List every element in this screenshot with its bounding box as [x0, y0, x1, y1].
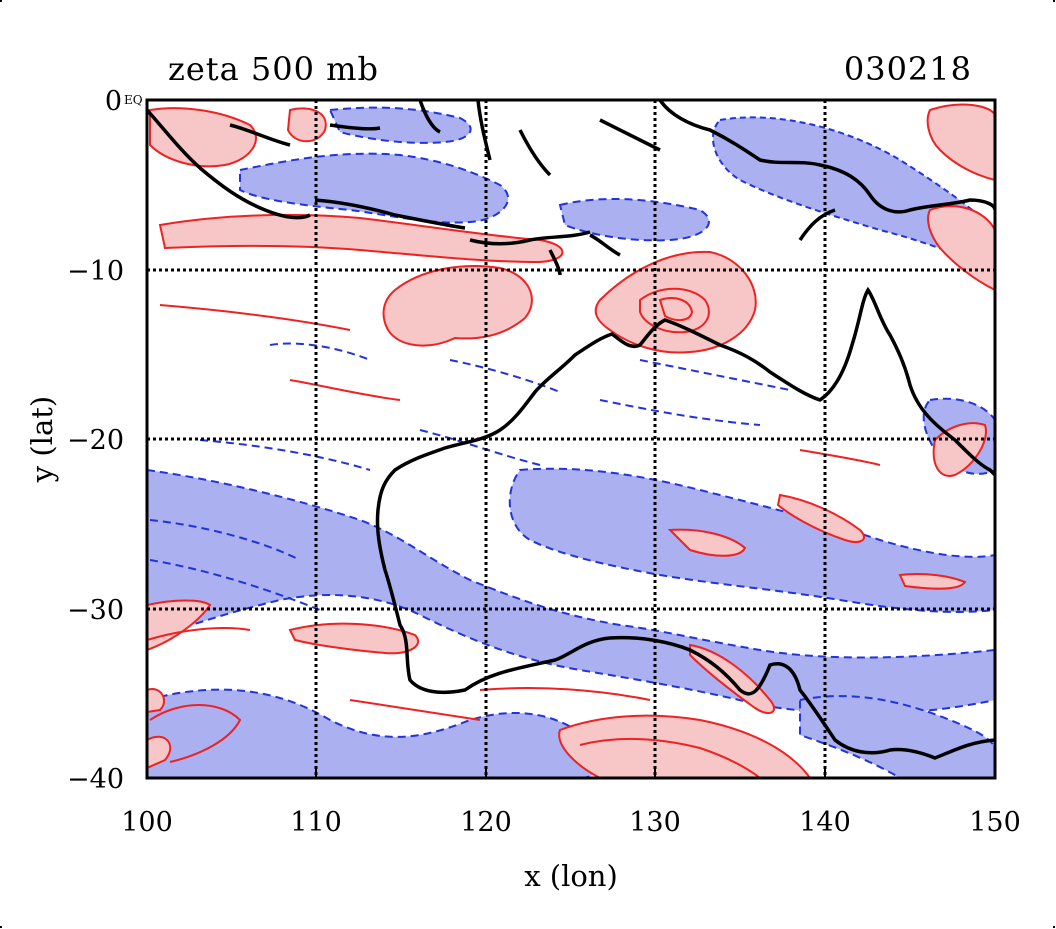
y-tick-label: 0 — [105, 86, 122, 117]
pos-south-inner — [479, 687, 761, 778]
x-tick-label: 100 — [121, 807, 173, 838]
pos-ne-top — [926, 103, 995, 182]
negative-vorticity-regions — [147, 106, 995, 778]
pos-arnhem — [594, 250, 757, 354]
x-tick-label: 150 — [969, 807, 1021, 838]
y-axis-label: y (lat) — [25, 396, 59, 483]
neg-band-central — [508, 467, 995, 613]
y-tick-label: −40 — [67, 764, 124, 795]
neg-mid-1 — [199, 399, 761, 471]
pos-qld — [932, 422, 987, 477]
neg-north-3 — [558, 197, 710, 242]
x-tick-label: 120 — [460, 807, 512, 838]
neg-southeast — [799, 695, 995, 778]
pos-timor — [382, 265, 533, 347]
x-tick-label: 140 — [799, 807, 851, 838]
plot-frame — [145, 98, 997, 780]
pos-far-west — [147, 599, 212, 770]
pos-java-sea — [286, 107, 327, 143]
x-axis-label: x (lon) — [524, 859, 618, 893]
pos-east-streak — [776, 493, 865, 543]
pos-mid-streaks — [159, 304, 881, 721]
neg-west-coast — [149, 519, 321, 611]
neg-mid-2 — [269, 342, 791, 393]
pos-sa-west — [667, 528, 747, 557]
coast-indonesia — [147, 100, 661, 276]
y-tick-equator-suffix: EQ — [124, 93, 143, 107]
pos-sw-rings — [147, 627, 251, 763]
pos-png-east — [927, 205, 995, 292]
y-tick-label: −30 — [67, 595, 124, 626]
positive-vorticity-regions — [147, 103, 995, 778]
tick-marks — [146, 768, 996, 778]
map-date: 030218 — [844, 50, 972, 88]
x-tick-label: 110 — [290, 807, 342, 838]
pos-arnhem-inner — [639, 287, 710, 334]
grid-lines — [147, 100, 995, 778]
y-tick-label: −20 — [67, 425, 124, 456]
coast-australia — [375, 286, 995, 760]
coast-new-guinea — [658, 100, 995, 241]
pos-sw-1 — [288, 622, 420, 655]
pos-south-gab — [558, 714, 812, 778]
neg-north-2 — [328, 106, 472, 144]
pos-east-streak-2 — [898, 572, 967, 590]
contour-layer — [147, 103, 995, 778]
y-tick-label: −10 — [67, 256, 124, 287]
x-tick-label: 130 — [629, 807, 681, 838]
map-title: zeta 500 mb — [168, 50, 379, 88]
pos-nw — [149, 107, 257, 168]
neg-north-1 — [239, 152, 510, 224]
coastline-layer — [147, 100, 995, 760]
